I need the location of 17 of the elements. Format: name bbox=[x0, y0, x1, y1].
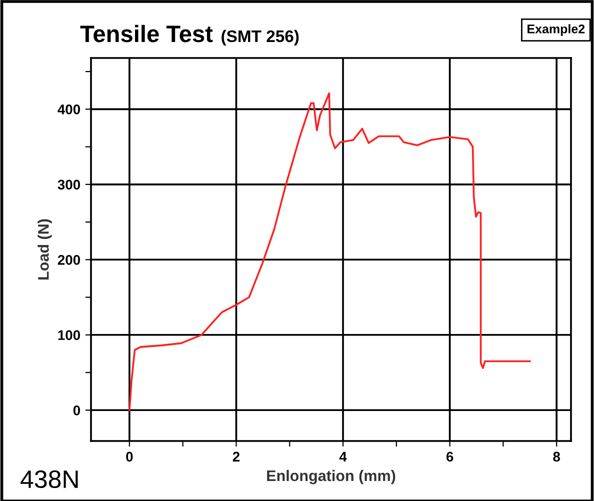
line-series bbox=[128, 92, 531, 412]
chart-title: Tensile Test bbox=[80, 24, 213, 42]
x-tick-label: 2 bbox=[232, 452, 240, 462]
x-tick-label: 8 bbox=[553, 452, 560, 462]
text: 438N bbox=[20, 470, 78, 488]
x-axis-title: Enlongation (mm) bbox=[267, 470, 396, 484]
y-tick-label: 400 bbox=[58, 104, 80, 114]
y-tick-label: 200 bbox=[58, 254, 80, 265]
x-tick-label: 6 bbox=[446, 452, 454, 462]
x-tick-label: 4 bbox=[339, 452, 347, 462]
y-tick-label: 0 bbox=[73, 405, 80, 416]
x-tick-label: 0 bbox=[126, 452, 133, 462]
y-axis-title: Load (N) bbox=[38, 219, 52, 280]
y-tick-label: 300 bbox=[58, 180, 80, 190]
text: Example2 bbox=[528, 24, 585, 36]
chart-subtitle: (SMT 256) bbox=[222, 30, 299, 46]
y-tick-label: 100 bbox=[58, 330, 80, 340]
